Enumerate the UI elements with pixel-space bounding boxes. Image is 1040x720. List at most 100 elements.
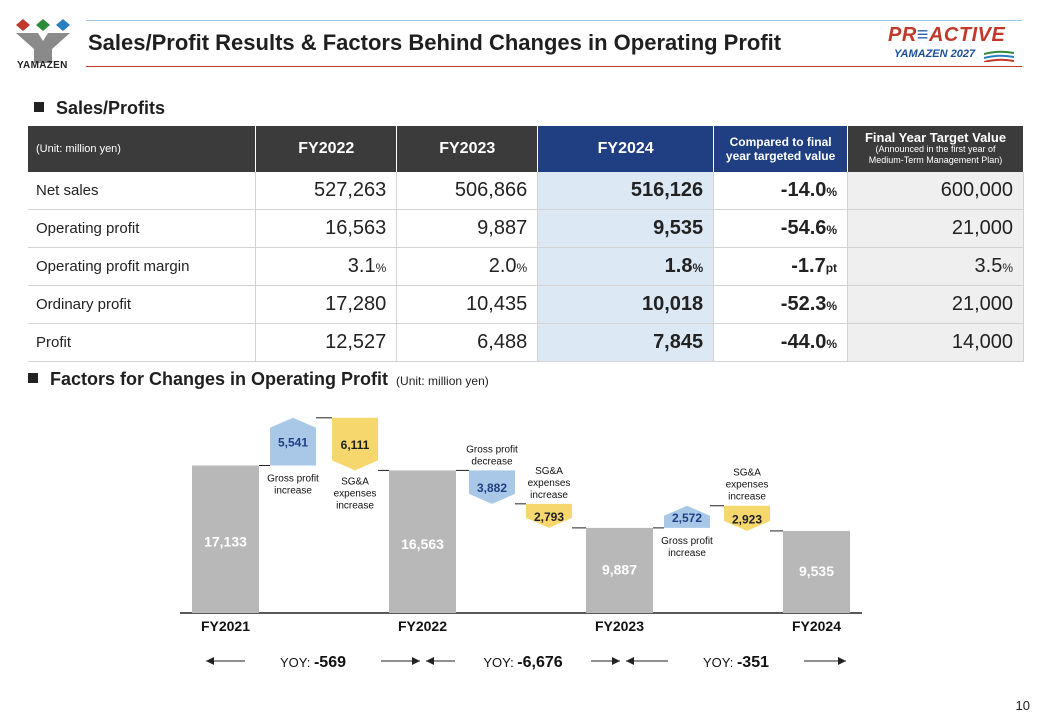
factor-description-label: SG&A bbox=[733, 468, 761, 479]
factor-bar bbox=[664, 505, 710, 528]
factor-bar bbox=[469, 470, 515, 504]
page-number: 10 bbox=[1015, 698, 1030, 713]
row-label: Profit bbox=[28, 323, 257, 362]
factor-bar bbox=[270, 417, 316, 466]
yoy-label: YOY: -569 bbox=[280, 654, 346, 671]
factor-description-label: decrease bbox=[471, 456, 513, 467]
yoy-label: YOY: -6,676 bbox=[483, 654, 562, 671]
table-row: Net sales 527,263 506,866 516,126 -14.0%… bbox=[28, 172, 1024, 210]
cell-fy2024: 9,535 bbox=[537, 209, 715, 248]
header-fy2024: FY2024 bbox=[537, 126, 715, 172]
brand-part-1: PR bbox=[888, 24, 917, 46]
factor-value-label: 2,572 bbox=[672, 511, 702, 525]
total-bar bbox=[586, 527, 653, 613]
cell-target: 21,000 bbox=[847, 285, 1024, 324]
factor-description-label: SG&A bbox=[535, 466, 563, 477]
brand-swoosh-icon bbox=[984, 50, 1014, 62]
factor-description-label: expenses bbox=[528, 478, 571, 489]
bullet-square-icon bbox=[34, 102, 44, 113]
cell-fy2023: 6,488 bbox=[396, 323, 539, 362]
yoy-prefix: YOY: bbox=[703, 655, 737, 670]
yoy-arrow-right-head bbox=[412, 657, 420, 665]
logo-text: YAMAZEN bbox=[17, 60, 68, 71]
row-label: Operating profit bbox=[28, 209, 257, 248]
factor-description-label: Gross profit bbox=[661, 536, 713, 547]
section-sales-profits: Sales/Profits bbox=[34, 98, 165, 119]
yoy-value: -351 bbox=[737, 654, 769, 671]
proactive-brand-logo: PR≡ACTIVE YAMAZEN 2027 bbox=[888, 24, 1028, 68]
cell-target: 14,000 bbox=[847, 323, 1024, 362]
cell-fy2022: 12,527 bbox=[255, 323, 398, 362]
row-label: Ordinary profit bbox=[28, 285, 257, 324]
cell-compare: -1.7pt bbox=[713, 247, 849, 286]
cell-fy2024: 1.8% bbox=[537, 247, 715, 286]
cell-fy2024: 7,845 bbox=[537, 323, 715, 362]
yoy-prefix: YOY: bbox=[483, 655, 517, 670]
x-tick-label: FY2022 bbox=[398, 618, 447, 634]
factor-description-label: increase bbox=[668, 548, 706, 559]
header-compare: Compared to final year targeted value bbox=[713, 126, 849, 172]
table-header-row: (Unit: million yen) FY2022 FY2023 FY2024… bbox=[28, 126, 1024, 172]
cell-target: 600,000 bbox=[847, 172, 1024, 210]
header-divider-bottom bbox=[86, 66, 1022, 67]
cell-target: 3.5% bbox=[847, 247, 1024, 286]
cell-fy2024: 516,126 bbox=[537, 172, 715, 210]
factor-description-label: Gross profit bbox=[267, 474, 319, 485]
cell-fy2024: 10,018 bbox=[537, 285, 715, 324]
section-title: Factors for Changes in Operating Profit bbox=[50, 369, 389, 389]
factor-description-label: Gross profit bbox=[466, 444, 518, 455]
header-target-sub1: (Announced in the first year of bbox=[875, 144, 996, 154]
factor-bar bbox=[526, 503, 572, 528]
total-bar bbox=[389, 470, 456, 613]
yoy-arrow-right-head bbox=[612, 657, 620, 665]
cell-fy2023: 506,866 bbox=[396, 172, 539, 210]
table-row: Profit 12,527 6,488 7,845 -44.0% 14,000 bbox=[28, 323, 1024, 362]
factor-description-label: SG&A bbox=[341, 476, 369, 487]
factor-description-label: increase bbox=[336, 500, 374, 511]
yoy-arrow-left-head bbox=[626, 657, 634, 665]
x-tick-label: FY2021 bbox=[201, 618, 250, 634]
section-op-profit-factors: Factors for Changes in Operating Profit (… bbox=[28, 369, 489, 390]
yoy-value: -569 bbox=[314, 654, 346, 671]
total-bar bbox=[783, 530, 850, 613]
total-bar-label: 9,535 bbox=[799, 563, 834, 579]
factor-bar bbox=[724, 505, 770, 531]
unit-header: (Unit: million yen) bbox=[28, 126, 257, 172]
total-bar-label: 16,563 bbox=[401, 536, 444, 552]
bullet-square-icon bbox=[28, 373, 38, 384]
table-row: Operating profit margin 3.1% 2.0% 1.8% -… bbox=[28, 247, 1024, 286]
x-tick-label: FY2024 bbox=[792, 618, 841, 634]
total-bar-label: 17,133 bbox=[204, 534, 247, 550]
factor-description-label: increase bbox=[530, 490, 568, 501]
factor-value-label: 2,793 bbox=[534, 510, 564, 524]
factor-description-label: expenses bbox=[726, 480, 769, 491]
total-bar bbox=[192, 465, 259, 613]
row-label: Operating profit margin bbox=[28, 247, 257, 286]
brand-part-2: ≡ bbox=[916, 24, 929, 46]
header-target-title: Final Year Target Value bbox=[864, 130, 1007, 145]
total-bar-label: 9,887 bbox=[602, 562, 637, 578]
header-compare-line2: year targeted value bbox=[725, 149, 836, 163]
yamazen-logo bbox=[16, 19, 70, 63]
cell-compare: -54.6% bbox=[713, 209, 849, 248]
yoy-arrow-left-head bbox=[206, 657, 214, 665]
yoy-arrow-right-head bbox=[838, 657, 846, 665]
cell-compare: -52.3% bbox=[713, 285, 849, 324]
header-compare-line1: Compared to final bbox=[729, 135, 832, 149]
factor-description-label: increase bbox=[274, 486, 312, 497]
header-target-sub2: Medium-Term Management Plan) bbox=[868, 155, 1003, 165]
factor-value-label: 3,882 bbox=[477, 481, 507, 495]
sales-profits-table: (Unit: million yen) FY2022 FY2023 FY2024… bbox=[28, 126, 1024, 362]
cell-fy2022: 527,263 bbox=[255, 172, 398, 210]
table-row: Operating profit 16,563 9,887 9,535 -54.… bbox=[28, 209, 1024, 248]
x-tick-label: FY2023 bbox=[595, 618, 644, 634]
cell-fy2022: 3.1% bbox=[255, 247, 398, 286]
factor-description-label: expenses bbox=[334, 488, 377, 499]
factor-value-label: 6,111 bbox=[341, 438, 370, 452]
yoy-prefix: YOY: bbox=[280, 655, 314, 670]
brand-part-3: ACTIVE bbox=[928, 24, 1006, 46]
cell-fy2023: 9,887 bbox=[396, 209, 539, 248]
cell-compare: -14.0% bbox=[713, 172, 849, 210]
brand-subtitle: YAMAZEN 2027 bbox=[894, 48, 976, 60]
section-unit: (Unit: million yen) bbox=[396, 374, 489, 388]
